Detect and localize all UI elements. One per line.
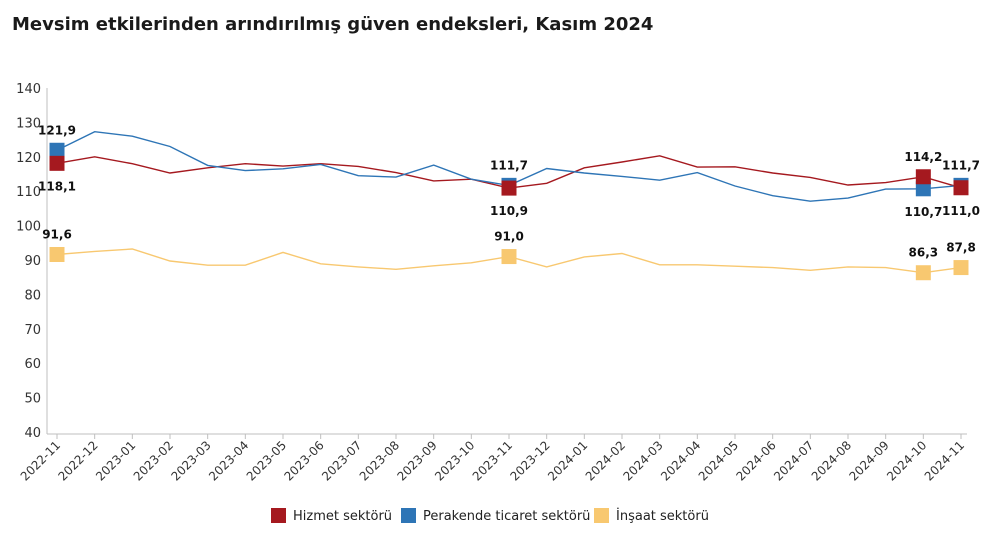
y-tick-label: 60 [24, 357, 41, 372]
y-tick-label: 40 [24, 426, 41, 441]
x-tick-label: 2024-01 [545, 438, 590, 483]
x-tick-label: 2022-12 [55, 438, 100, 483]
x-tick-label: 2024-05 [696, 438, 741, 483]
data-label: 87,8 [946, 241, 976, 255]
data-marker [953, 180, 969, 196]
y-tick-label: 90 [24, 254, 41, 269]
data-markers [49, 142, 969, 281]
chart-title: Mevsim etkilerinden arındırılmış güven e… [12, 14, 654, 35]
x-tick-label: 2023-06 [281, 438, 326, 483]
x-tick-label: 2024-07 [771, 438, 816, 483]
data-label: 118,1 [38, 179, 76, 193]
legend-swatch [594, 508, 609, 523]
x-tick-label: 2024-03 [620, 438, 665, 483]
x-tick-label: 2023-10 [432, 438, 477, 483]
y-tick-label: 50 [24, 392, 41, 407]
x-tick-label: 2024-10 [884, 438, 929, 483]
legend: Hizmet sektörü Perakende ticaret sektörü İ… [271, 508, 709, 524]
data-marker [49, 155, 65, 171]
x-tick-label: 2023-07 [319, 438, 364, 483]
x-tick-label: 2023-02 [131, 438, 176, 483]
y-tick-label: 70 [24, 323, 41, 338]
x-tick-label: 2023-08 [357, 438, 402, 483]
y-tick-label: 110 [16, 185, 41, 200]
x-axis: 2022-112022-122023-012023-022023-032023-… [18, 433, 967, 484]
data-label: 111,0 [942, 204, 980, 218]
data-label: 86,3 [909, 246, 939, 260]
x-tick-label: 2024-06 [733, 438, 778, 483]
y-tick-label: 120 [16, 151, 41, 166]
data-label: 91,6 [42, 227, 72, 241]
data-marker [501, 249, 517, 265]
legend-label: İnşaat sektörü [616, 508, 709, 524]
x-tick-label: 2024-04 [658, 438, 703, 483]
y-tick-label: 100 [16, 220, 41, 235]
legend-swatch [271, 508, 286, 523]
x-tick-label: 2023-11 [470, 438, 515, 483]
data-marker [953, 260, 969, 276]
x-tick-label: 2024-02 [583, 438, 628, 483]
data-label: 111,7 [942, 158, 980, 172]
x-tick-label: 2024-11 [922, 438, 967, 483]
y-axis: 40 50 60 70 80 90 100 110 120 130 140 [16, 82, 48, 441]
x-tick-label: 2022-11 [18, 438, 63, 483]
x-tick-label: 2023-04 [206, 438, 251, 483]
data-label: 114,2 [904, 150, 942, 164]
data-marker [49, 142, 65, 158]
data-marker [915, 169, 931, 185]
x-tick-label: 2023-12 [507, 438, 552, 483]
data-label: 121,9 [38, 123, 76, 137]
data-marker [915, 265, 931, 281]
data-label: 91,0 [494, 230, 524, 244]
data-marker [915, 181, 931, 197]
legend-swatch [401, 508, 416, 523]
legend-label: Hizmet sektörü [293, 509, 392, 524]
y-tick-label: 80 [24, 288, 41, 303]
y-tick-label: 130 [16, 116, 41, 131]
x-tick-label: 2024-08 [809, 438, 854, 483]
data-marker [49, 246, 65, 262]
x-tick-label: 2023-03 [168, 438, 213, 483]
x-tick-label: 2023-01 [93, 438, 138, 483]
data-labels: 118,1 110,9 114,2 111,0 121,9 111,7 110,7 111,7… [38, 123, 980, 259]
data-marker [501, 180, 517, 196]
x-tick-label: 2023-05 [244, 438, 289, 483]
y-tick-label: 140 [16, 82, 41, 97]
legend-label: Perakende ticaret sektörü [423, 509, 590, 524]
data-label: 110,7 [904, 205, 942, 219]
x-tick-label: 2023-09 [394, 438, 439, 483]
data-label: 111,7 [490, 158, 528, 172]
data-label: 110,9 [490, 204, 528, 218]
x-tick-label: 2024-09 [846, 438, 891, 483]
